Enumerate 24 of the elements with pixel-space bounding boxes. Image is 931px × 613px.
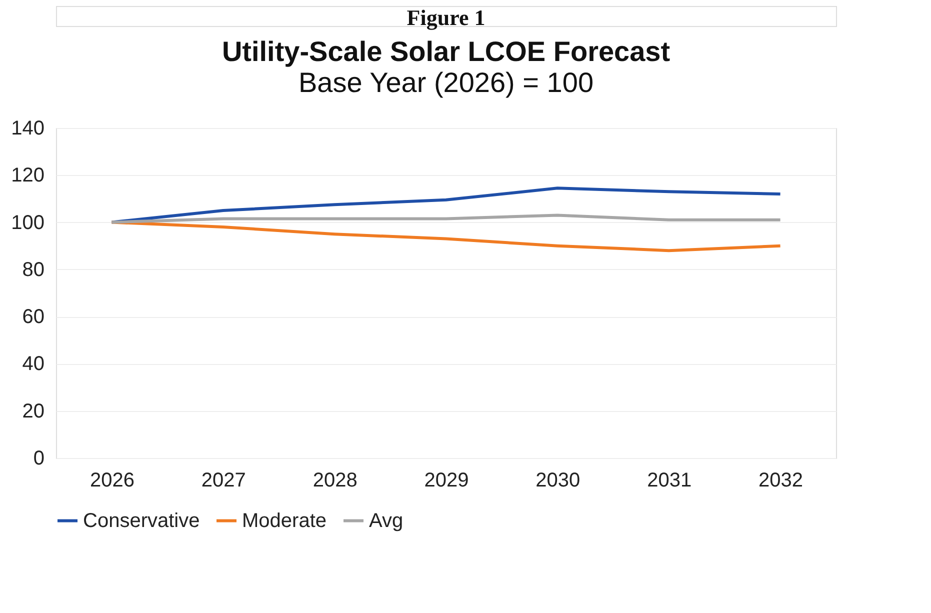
y-tick-label: 100 [11,212,44,234]
x-tick-label: 2030 [536,470,580,492]
legend-label: Moderate [242,510,326,532]
y-tick-label: 80 [22,258,44,281]
chart-subtitle: Base Year (2026) = 100 [298,67,594,98]
y-tick-label: 60 [22,306,44,328]
x-tick-label: 2028 [312,470,358,492]
x-tick-label: 2031 [647,470,692,492]
line-series [110,214,782,224]
caption: Figure 1 [406,5,486,30]
line-series [110,186,782,224]
y-tick-label: 140 [11,118,44,140]
x-tick-label: 2029 [424,470,469,492]
y-tick-label: 40 [22,353,44,376]
chart-title: Utility-Scale Solar LCOE Forecast [222,36,670,67]
x-tick-label: 2027 [201,470,246,492]
legend-label: Avg [369,510,404,532]
line-series [110,220,782,252]
x-tick-label: 2032 [758,470,804,492]
y-tick-label: 0 [33,448,44,470]
x-tick-label: 2026 [90,470,134,492]
y-tick-label: 20 [22,400,44,422]
legend-label: Conservative [83,510,200,532]
y-tick-label: 120 [11,164,44,187]
